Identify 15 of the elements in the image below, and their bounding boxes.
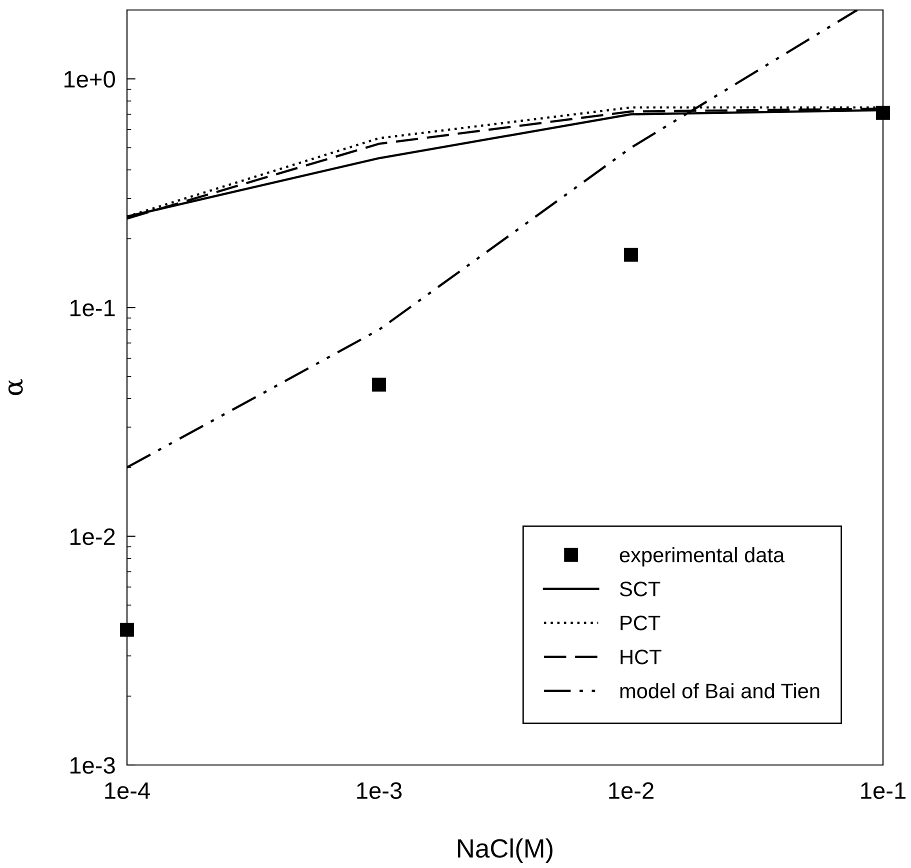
legend-label: SCT bbox=[620, 582, 660, 596]
x-tick-label: 1e-3 bbox=[357, 782, 402, 800]
legend-label: model of Bai and Tien bbox=[620, 683, 820, 698]
legend-label: HCT bbox=[620, 650, 662, 664]
y-tick-label: 1e+0 bbox=[64, 70, 115, 88]
x-axis-title: NaCl(M) bbox=[458, 838, 552, 863]
y-axis-title: α bbox=[8, 379, 23, 396]
x-tick-label: 1e-1 bbox=[861, 782, 906, 800]
y-tick-label: 1e-1 bbox=[70, 300, 115, 316]
x-tick-label: 1e-2 bbox=[609, 782, 654, 800]
legend-label: experimental data bbox=[620, 547, 785, 566]
y-tick-label: 1e-2 bbox=[70, 528, 115, 546]
legend-label: PCT bbox=[620, 616, 660, 630]
y-tick-label: 1e-3 bbox=[70, 757, 115, 774]
x-tick-label: 1e-4 bbox=[105, 782, 150, 800]
